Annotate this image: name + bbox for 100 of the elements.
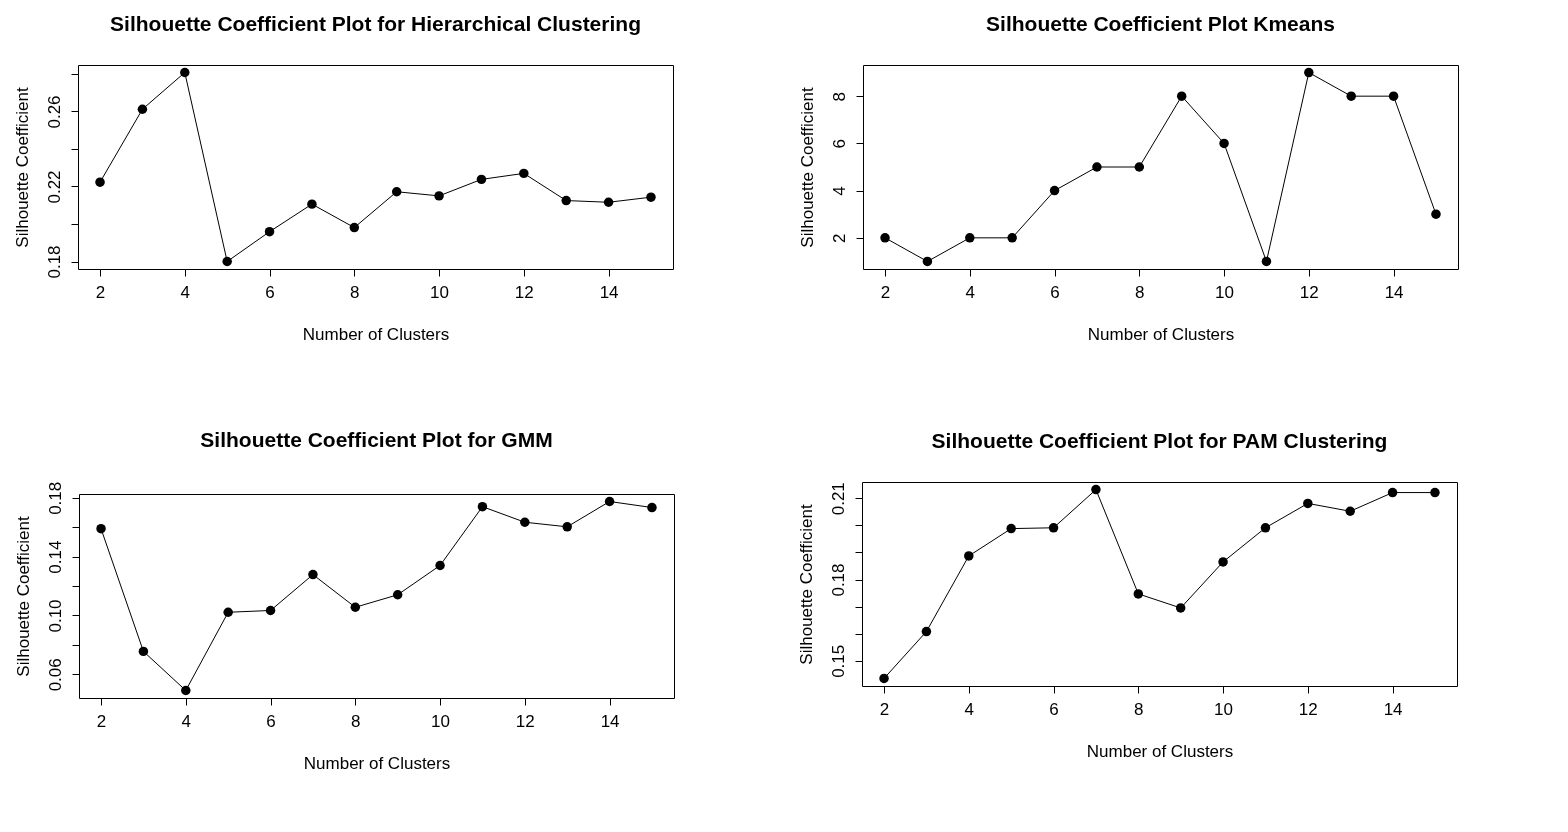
point: [96, 523, 106, 534]
y-axis-title: Silhouette Coefficient: [13, 516, 33, 677]
point: [1304, 67, 1314, 78]
y-tick-label: 6: [829, 139, 849, 149]
point: [1049, 185, 1060, 196]
point: [964, 551, 974, 561]
point: [181, 685, 191, 696]
y-tick-label: 0.22: [44, 170, 64, 204]
y-axis-title: Silhouette Coefficient: [796, 504, 816, 665]
point: [308, 569, 318, 580]
point: [879, 673, 889, 684]
point: [1007, 233, 1017, 243]
point: [1133, 589, 1144, 599]
point: [1430, 487, 1440, 498]
x-tick-label: 4: [964, 699, 975, 719]
chart-title: Silhouette Coefficient Plot for PAM Clustering: [931, 428, 1388, 452]
x-tick-label: 2: [96, 711, 107, 731]
point: [1176, 91, 1187, 101]
point: [264, 226, 275, 237]
point: [391, 187, 402, 197]
x-tick-label: 14: [600, 711, 620, 731]
y-tick-label: 2: [829, 233, 849, 244]
x-tick-label: 8: [1134, 699, 1144, 719]
x-axis-title: Number of Clusters: [1087, 324, 1235, 344]
x-tick-label: 8: [1135, 282, 1145, 302]
x-tick-label: 14: [599, 282, 619, 302]
point: [138, 646, 149, 657]
point: [223, 607, 233, 617]
y-tick-label: 4: [829, 186, 849, 196]
x-tick-label: 10: [430, 282, 450, 302]
point: [604, 496, 615, 507]
point: [477, 501, 488, 512]
x-tick-label: 12: [1298, 699, 1318, 719]
x-tick-label: 14: [1384, 282, 1404, 302]
point: [1260, 523, 1271, 533]
point: [1048, 523, 1059, 533]
x-tick-label: 4: [180, 282, 191, 302]
x-tick-label: 4: [965, 282, 976, 302]
point: [1218, 557, 1228, 567]
point: [1091, 484, 1101, 495]
point: [1006, 523, 1016, 534]
point: [880, 233, 890, 243]
point: [476, 174, 487, 185]
chart-title: Silhouette Coefficient Plot Kmeans: [986, 12, 1335, 35]
y-tick-label: 8: [829, 91, 849, 102]
point: [222, 256, 232, 267]
x-tick-label: 4: [181, 711, 192, 731]
y-tick-label: 0.06: [45, 658, 65, 692]
x-axis-title: Number of Clusters: [303, 753, 451, 773]
point: [350, 602, 361, 612]
x-tick-label: 12: [515, 711, 535, 731]
chart-title: Silhouette Coefficient Plot for Hierarchical Clustering: [110, 12, 641, 35]
point: [1345, 506, 1355, 516]
point: [307, 199, 317, 209]
point: [1261, 256, 1272, 267]
chart-title: Silhouette Coefficient Plot for GMM: [200, 428, 553, 452]
point: [1303, 498, 1313, 509]
point: [137, 104, 148, 114]
point: [1092, 162, 1102, 172]
x-tick-label: 2: [95, 282, 106, 302]
x-tick-label: 8: [350, 282, 360, 302]
point: [392, 590, 403, 600]
y-tick-label: 0.26: [44, 95, 64, 129]
x-tick-label: 10: [1215, 282, 1235, 302]
point: [265, 605, 276, 616]
point: [180, 67, 190, 78]
point: [921, 626, 932, 637]
y-tick-label: 0.10: [45, 599, 65, 633]
x-tick-label: 10: [1214, 699, 1234, 719]
point: [1346, 91, 1356, 101]
point: [1219, 138, 1229, 149]
x-tick-label: 2: [880, 282, 891, 302]
point: [95, 177, 105, 187]
point: [435, 560, 445, 571]
point: [1134, 162, 1145, 172]
y-axis-title: Silhouette Coefficient: [797, 87, 817, 248]
x-tick-label: 6: [1049, 699, 1059, 719]
point: [647, 502, 657, 513]
y-tick-label: 0.15: [828, 644, 848, 678]
x-axis-title: Number of Clusters: [1086, 741, 1234, 761]
y-axis-title: Silhouette Coefficient: [12, 87, 32, 248]
point: [1175, 603, 1186, 613]
y-tick-label: 0.18: [45, 481, 65, 515]
x-tick-label: 6: [1050, 282, 1060, 302]
x-tick-label: 8: [351, 711, 361, 731]
x-tick-label: 10: [431, 711, 451, 731]
x-axis-title: Number of Clusters: [302, 324, 450, 344]
point: [519, 168, 529, 179]
x-tick-label: 6: [266, 711, 276, 731]
point: [520, 517, 530, 527]
point: [1431, 209, 1441, 219]
y-tick-label: 0.14: [45, 540, 65, 574]
x-tick-label: 2: [879, 699, 890, 719]
y-tick-label: 0.21: [828, 482, 848, 516]
x-tick-label: 12: [1299, 282, 1319, 302]
y-tick-label: 0.18: [44, 245, 64, 279]
point: [434, 191, 444, 201]
point: [603, 197, 614, 207]
point: [561, 195, 571, 206]
y-tick-label: 0.18: [828, 563, 848, 597]
